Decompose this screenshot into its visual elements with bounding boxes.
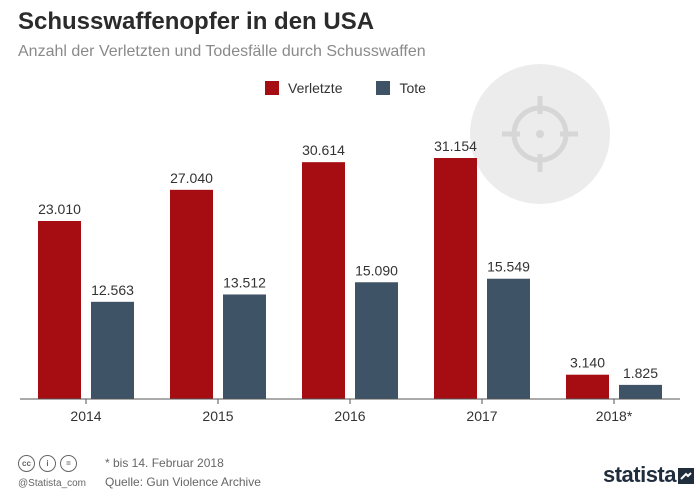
legend-label-verletzte: Verletzte — [288, 80, 343, 96]
data-label-verletzte-2017: 31.154 — [434, 138, 477, 154]
statista-logo: statista — [602, 462, 677, 487]
nd-icon: = — [60, 455, 77, 472]
bars-group: 23.010 12.563 27.040 13.512 30.614 15.090 31.1… — [38, 138, 662, 399]
x-tick-label-2015: 2015 — [202, 408, 233, 424]
x-tick-label-2014: 2014 — [70, 408, 101, 424]
data-label-tote-2015: 13.512 — [223, 274, 266, 290]
x-tick-label-2016: 2016 — [334, 408, 365, 424]
legend-item-verletzte: Verletzte — [265, 80, 342, 96]
data-label-verletzte-2014: 23.010 — [38, 201, 81, 217]
bar-tote-2016 — [355, 282, 398, 399]
bar-tote-2014 — [91, 301, 134, 399]
data-label-verletzte-2016: 30.614 — [302, 142, 345, 158]
data-label-tote-2017: 15.549 — [487, 259, 530, 275]
chart-subtitle: Anzahl der Verletzten und Todesfälle dur… — [18, 43, 426, 60]
x-tick-label-2018: 2018* — [596, 408, 633, 424]
license-icons: cc i = — [18, 455, 81, 472]
bar-verletzte-2017 — [434, 158, 477, 399]
statista-mark-icon — [678, 468, 694, 484]
chart-title: Schusswaffenopfer in den USA — [18, 8, 375, 35]
bar-tote-2017 — [487, 278, 530, 399]
bar-verletzte-2016 — [302, 162, 345, 399]
bar-tote-2015 — [223, 294, 266, 399]
data-label-tote-2014: 12.563 — [91, 282, 134, 298]
data-label-tote-2016: 15.090 — [355, 262, 398, 278]
legend: Verletzte Tote — [265, 80, 460, 96]
footnote: * bis 14. Februar 2018 — [105, 456, 224, 470]
data-label-verletzte-2015: 27.040 — [170, 170, 213, 186]
by-icon: i — [39, 455, 56, 472]
bar-verletzte-2015 — [170, 189, 213, 399]
bar-verletzte-2018 — [566, 374, 609, 399]
legend-label-tote: Tote — [399, 80, 426, 96]
x-axis-ticks: 2014 2015 2016 2017 2018* — [70, 399, 633, 424]
statista-handle: @Statista_com — [18, 478, 86, 489]
legend-swatch-verletzte — [265, 81, 279, 95]
legend-item-tote: Tote — [376, 80, 426, 96]
cc-icon: cc — [18, 455, 35, 472]
bar-tote-2018 — [619, 384, 662, 399]
data-label-verletzte-2018: 3.140 — [570, 355, 605, 371]
bar-verletzte-2014 — [38, 221, 81, 399]
crosshair-watermark-icon — [470, 64, 610, 204]
legend-swatch-tote — [376, 81, 391, 95]
source-note: Quelle: Gun Violence Archive — [105, 475, 261, 489]
data-label-tote-2018: 1.825 — [623, 365, 658, 381]
x-tick-label-2017: 2017 — [466, 408, 497, 424]
